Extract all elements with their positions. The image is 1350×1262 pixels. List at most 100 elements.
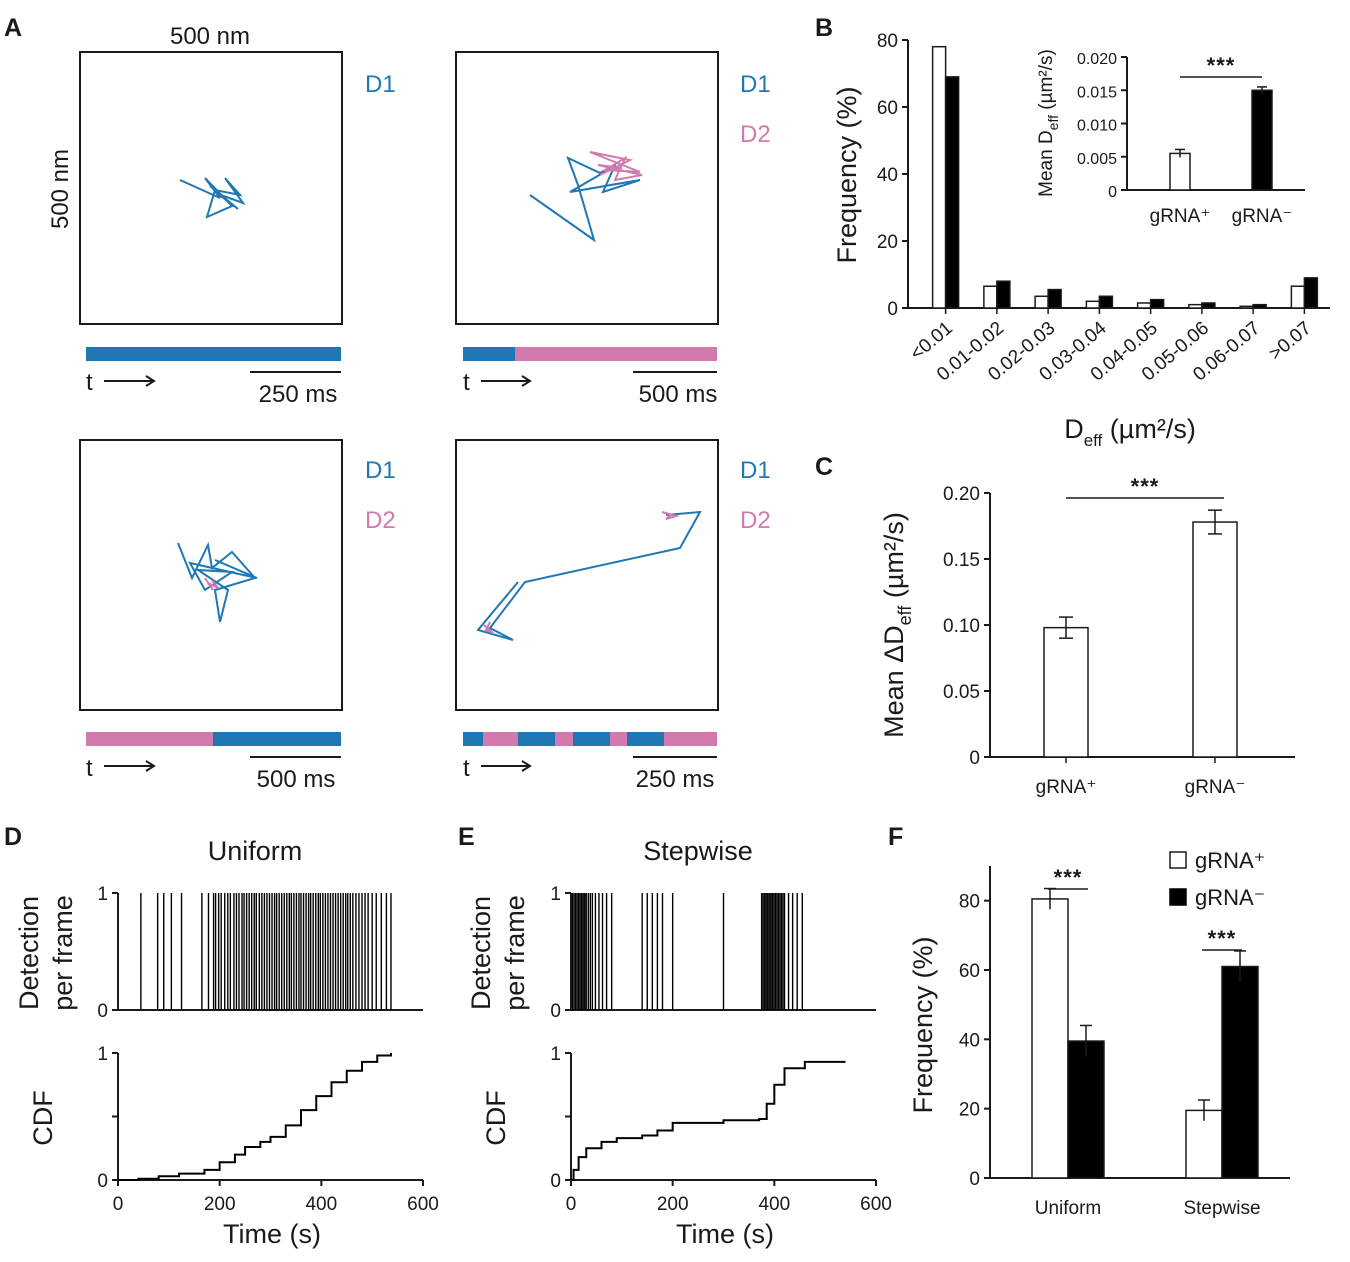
e-cdf-curve — [571, 1060, 846, 1181]
b-inset-bar — [1169, 152, 1191, 191]
panel-c: C Mean ΔDeff (µm²/s) 0 0.05 0.10 0.15 0.20 gR… — [815, 453, 1295, 798]
panel-f: F Frequency (%) 0 20 40 60 80 Uniform *** Stepw… — [888, 823, 1290, 1219]
b-bar — [1188, 303, 1203, 309]
f-legend-open-swatch — [1169, 851, 1187, 869]
e-raster-ylabel-1: Detection — [466, 896, 496, 1010]
track-2-d2-trajectory — [589, 151, 643, 182]
f-bar — [1067, 1040, 1105, 1179]
track-1-timeline-d1 — [86, 347, 341, 361]
c-y-tick-label: 0.20 — [943, 484, 980, 505]
b-bar — [983, 285, 998, 309]
f-legend-open-label: gRNA⁺ — [1195, 848, 1265, 873]
e-x-tick-label: 200 — [657, 1194, 689, 1215]
track-4-d2-trajectory — [661, 511, 680, 520]
track-4-timeline-seg-1 — [463, 732, 483, 746]
d-title: Uniform — [208, 836, 303, 866]
f-bar — [1185, 1109, 1223, 1179]
b-inset-y-tick-label: 0.020 — [1077, 51, 1117, 68]
e-cdf-y-tick-label: 1 — [550, 1044, 561, 1065]
c-ylabel-sub: eff — [895, 605, 915, 626]
track-3-time-label: t — [86, 755, 93, 782]
b-bar — [1201, 302, 1216, 309]
track-4-d2-trajectory-b — [483, 621, 494, 634]
e-raster-ylabel-2: per frame — [500, 895, 530, 1011]
panel-label-c: C — [815, 453, 833, 481]
e-title: Stepwise — [643, 836, 753, 866]
b-bar — [1047, 288, 1062, 309]
b-bar — [1290, 285, 1306, 309]
panel-a: A 500 nm 500 nm D1 t 250 ms D1 D2 t 500 … — [4, 14, 771, 793]
b-bar — [1239, 305, 1254, 309]
panel-label-f: F — [888, 823, 903, 851]
track-3-time-arrow — [104, 760, 156, 772]
b-xlabel-main: D — [1064, 414, 1084, 444]
b-inset-significance: *** — [1207, 53, 1236, 78]
b-y-tick-label: 80 — [877, 31, 898, 52]
f-bar — [1031, 898, 1069, 1179]
f-x-tick-label: Uniform — [1035, 1198, 1102, 1219]
c-ylabel-unit: (µm²/s) — [879, 512, 909, 606]
d-raster-y-tick-label: 0 — [97, 1001, 108, 1022]
panel-label-d: D — [4, 823, 22, 851]
track-4-timeline-seg-6 — [610, 732, 627, 746]
f-y-tick-label: 0 — [969, 1169, 980, 1190]
e-cdf-ylabel: CDF — [481, 1090, 511, 1146]
track-4-d2-label: D2 — [740, 507, 771, 534]
f-significance: *** — [1208, 926, 1237, 951]
track-4-timeline-seg-5 — [573, 732, 610, 746]
c-ylabel: Mean ΔDeff (µm²/s) — [879, 512, 915, 738]
track-4-timeline-seg-2 — [483, 732, 518, 746]
e-xlabel: Time (s) — [676, 1219, 774, 1249]
track-2-time-scale: 500 ms — [639, 381, 718, 408]
d-x-tick-label: 200 — [204, 1194, 236, 1215]
c-y-tick-label: 0 — [969, 748, 980, 769]
b-xlabel: Deff (µm²/s) — [1064, 414, 1196, 450]
track-4-d1-trajectory — [476, 510, 702, 641]
f-y-tick-label: 20 — [959, 1100, 980, 1121]
c-bar — [1192, 521, 1238, 758]
track-1-time-label: t — [86, 369, 93, 396]
b-xlabel-unit: (µm²/s) — [1102, 414, 1196, 444]
panel-e: E Stepwise Detection per frame CDF Time … — [458, 823, 892, 1249]
b-y-tick-label: 40 — [877, 165, 898, 186]
e-raster-y-tick-label: 0 — [550, 1001, 561, 1022]
track-3-d1-trajectory — [177, 541, 258, 623]
c-significance: *** — [1131, 474, 1160, 499]
track-2-time-label: t — [463, 369, 470, 396]
b-bar — [944, 76, 960, 309]
b-y-tick-label: 60 — [877, 98, 898, 119]
c-plot-area: 0 0.05 0.10 0.15 0.20 gRNA⁺ gRNA⁻ *** — [943, 474, 1295, 798]
b-inset-ylabel-unit: (µm²/s) — [1036, 49, 1057, 115]
f-y-tick-label: 40 — [959, 1030, 980, 1051]
c-ylabel-main: Mean ΔD — [879, 625, 909, 738]
e-x-tick-label: 600 — [860, 1194, 892, 1215]
b-bar — [1098, 295, 1114, 309]
track-1-d1-label: D1 — [365, 71, 396, 98]
e-x-tick-label: 400 — [758, 1194, 790, 1215]
c-x-tick-label: gRNA⁻ — [1185, 777, 1246, 798]
b-xlabel-sub: eff — [1084, 431, 1103, 450]
b-bar — [931, 45, 947, 309]
b-inset-y-tick-label: 0.005 — [1077, 151, 1117, 168]
b-bar — [1136, 302, 1152, 309]
track-frame-2 — [455, 51, 719, 325]
track-4-time-label: t — [463, 755, 470, 782]
f-significance: *** — [1054, 865, 1083, 890]
e-raster-y-tick-label: 1 — [550, 884, 561, 905]
b-bar — [1034, 295, 1049, 309]
b-x-tick-label: >0.07 — [1265, 318, 1315, 365]
track-1-time-scale: 250 ms — [259, 381, 338, 408]
d-cdf-y-tick-label: 0 — [97, 1171, 108, 1192]
f-plot-area: 0 20 40 60 80 Uniform *** Stepwise *** — [959, 865, 1290, 1219]
track-frame-3 — [79, 439, 343, 711]
b-bar — [1149, 298, 1165, 309]
track-3-timeline-d2 — [86, 732, 213, 746]
f-legend-filled-label: gRNA⁻ — [1195, 885, 1265, 910]
panel-d: D Uniform Detection per frame CDF Time (… — [4, 823, 439, 1249]
b-y-tick-label: 0 — [887, 299, 898, 320]
e-cdf-y-tick-label: 0 — [550, 1171, 561, 1192]
e-x-tick-label: 0 — [566, 1194, 577, 1215]
track-4-time-scale: 250 ms — [636, 766, 715, 793]
